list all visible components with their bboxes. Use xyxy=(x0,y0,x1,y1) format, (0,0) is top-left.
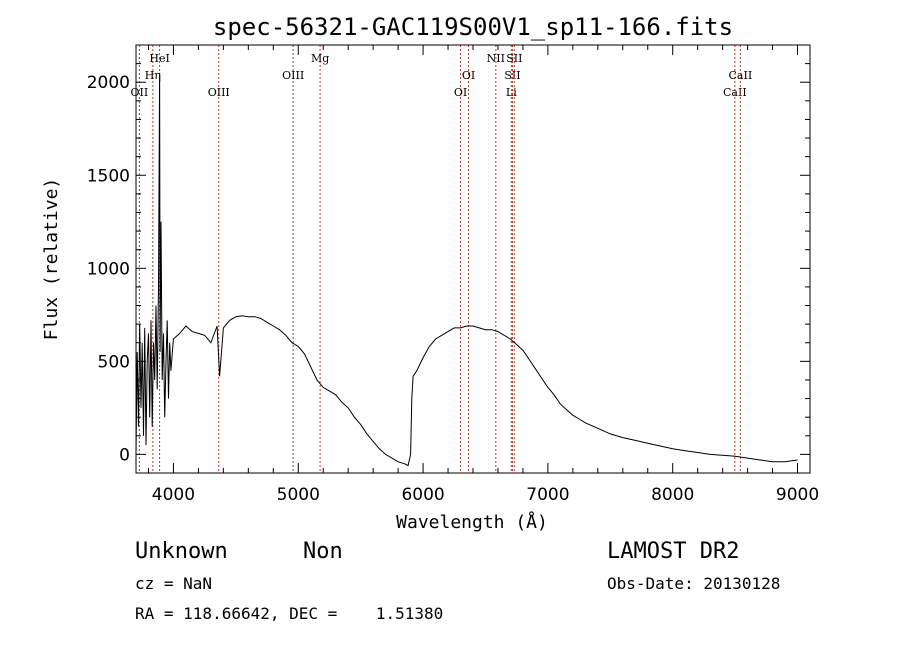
line-marker-label: OI xyxy=(454,86,467,99)
line-marker-label: CaII xyxy=(723,86,747,99)
line-marker-label: Mg xyxy=(311,52,329,65)
chart-title: spec-56321-GAC119S00V1_sp11-166.fits xyxy=(213,13,733,41)
obs-date-label: Obs-Date: 20130128 xyxy=(607,574,781,593)
y-tick-label: 500 xyxy=(98,352,130,372)
spectrum-series-line xyxy=(135,72,798,467)
line-marker-label: OI xyxy=(462,69,475,82)
redshift-label: cz = NaN xyxy=(135,574,213,593)
plot-frame xyxy=(135,44,811,474)
y-axis-label: Flux (relative) xyxy=(41,178,62,341)
x-tick-label: 9000 xyxy=(776,485,819,505)
line-marker-label: CaII xyxy=(729,69,753,82)
line-marker-label: SII xyxy=(504,69,520,82)
line-marker-label: Hη xyxy=(145,69,161,82)
object-subclass-label: Non xyxy=(303,539,343,564)
line-marker-label: HeI xyxy=(149,52,169,65)
line-marker-label: Li xyxy=(506,86,517,99)
y-tick-label: 0 xyxy=(119,445,130,465)
line-marker-label: NII xyxy=(487,52,505,65)
object-class-label: Unknown xyxy=(135,539,228,564)
axes-layer: 4000 5000 6000 7000 8000 9000 0 500 1000 1500 2000 xyxy=(87,44,819,505)
line-marker-label: OII xyxy=(131,86,149,99)
coordinates-label: RA = 118.66642, DEC = 1.51380 xyxy=(135,604,444,623)
x-tick-label: 6000 xyxy=(401,485,444,505)
x-tick-label: 5000 xyxy=(277,485,320,505)
line-marker-label: SII xyxy=(506,52,522,65)
line-marker-label: OIII xyxy=(208,86,230,99)
line-marker-label: OIII xyxy=(282,69,304,82)
emission-lines-layer: OII Hη HeI OIII OIII Mg OI OI NII Li SII SII CaII CaI… xyxy=(131,45,753,473)
survey-label: LAMOST DR2 xyxy=(607,539,740,564)
y-tick-label: 2000 xyxy=(87,73,130,93)
x-axis-label: Wavelength (Å) xyxy=(396,511,548,533)
y-tick-label: 1500 xyxy=(87,166,130,186)
x-tick-label: 4000 xyxy=(152,485,195,505)
x-tick-label: 7000 xyxy=(526,485,569,505)
y-tick-label: 1000 xyxy=(87,259,130,279)
x-tick-label: 8000 xyxy=(651,485,694,505)
